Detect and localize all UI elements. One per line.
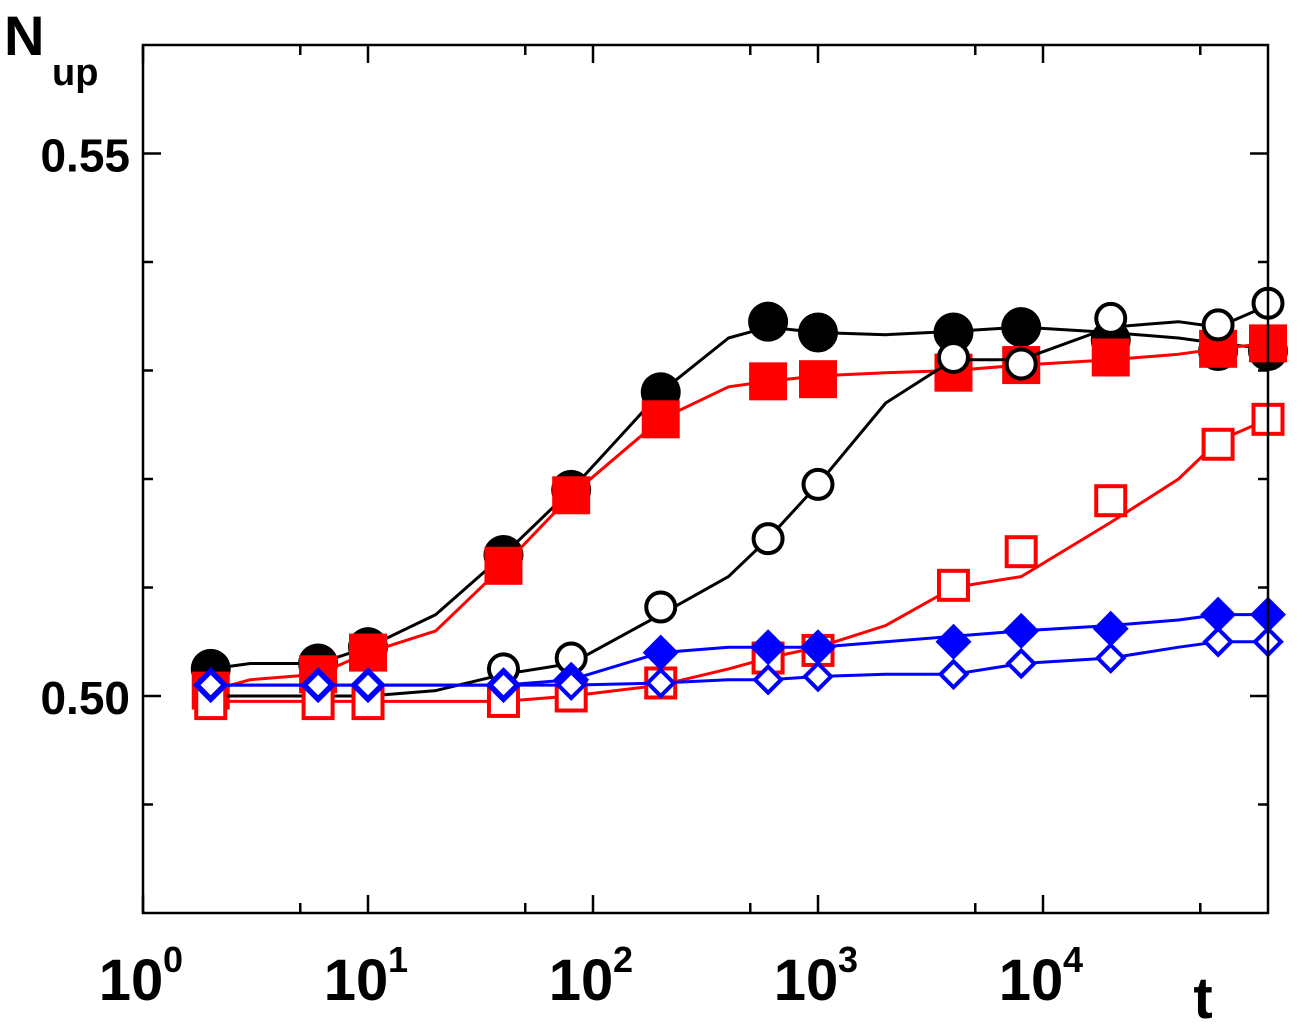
data-point: [799, 360, 837, 399]
data-point: [935, 623, 972, 660]
data-point: [487, 669, 520, 701]
x-tick-exponent: 2: [613, 939, 633, 980]
data-point: [194, 669, 227, 701]
data-point: [936, 340, 970, 374]
x-tick-exponent: 4: [1063, 939, 1083, 980]
x-tick-exponent: 1: [388, 939, 408, 980]
plot-frame: [141, 43, 1270, 915]
y-axis-title: N: [4, 4, 44, 67]
y-tick-label: 0.50: [40, 672, 130, 724]
data-point: [748, 301, 789, 342]
data-point: [1202, 625, 1234, 658]
data-point: [1094, 301, 1128, 335]
x-tick-label: 10: [324, 948, 389, 1013]
series-5: [194, 625, 1284, 701]
data-point: [644, 667, 677, 699]
data-point: [751, 522, 785, 556]
data-point: [1001, 307, 1042, 348]
x-tick-label: 10: [549, 948, 614, 1013]
data-point: [801, 467, 835, 501]
data-point: [933, 312, 974, 353]
data-point: [802, 660, 834, 693]
data-point: [1004, 347, 1038, 381]
data-point: [1004, 535, 1038, 569]
data-point: [302, 669, 334, 701]
series-layer: [190, 286, 1288, 721]
data-point: [1092, 610, 1129, 647]
data-point: [800, 629, 836, 666]
x-axis-title: t: [1193, 966, 1212, 1029]
data-point: [555, 669, 588, 701]
data-point: [1003, 612, 1040, 649]
data-point: [484, 546, 523, 585]
data-point: [1091, 338, 1130, 377]
series-2: [210, 286, 1285, 698]
data-point: [349, 633, 387, 672]
data-point: [749, 362, 788, 401]
ticks-layer: [141, 45, 1268, 913]
data-point: [1094, 642, 1127, 674]
x-tick-label: 10: [999, 948, 1064, 1013]
data-point: [936, 568, 970, 602]
data-point: [642, 634, 679, 671]
data-point: [1005, 647, 1038, 680]
data-point: [352, 669, 384, 701]
data-point: [937, 658, 970, 691]
data-point: [641, 400, 680, 439]
data-point: [644, 590, 678, 624]
x-tick-exponent: 3: [838, 939, 858, 980]
y-axis-title-subscript: up: [52, 52, 98, 94]
x-tick-exponent: 0: [163, 939, 183, 980]
data-point: [798, 312, 838, 353]
x-tick-label: 10: [99, 948, 164, 1013]
data-point: [552, 476, 591, 515]
x-tick-label: 10: [774, 948, 839, 1013]
y-tick-label: 0.55: [40, 130, 130, 182]
data-point: [1201, 427, 1235, 461]
data-point: [752, 663, 784, 696]
data-point: [1201, 308, 1235, 342]
data-point: [1200, 596, 1237, 633]
data-point: [750, 629, 787, 666]
data-point: [1094, 484, 1128, 518]
